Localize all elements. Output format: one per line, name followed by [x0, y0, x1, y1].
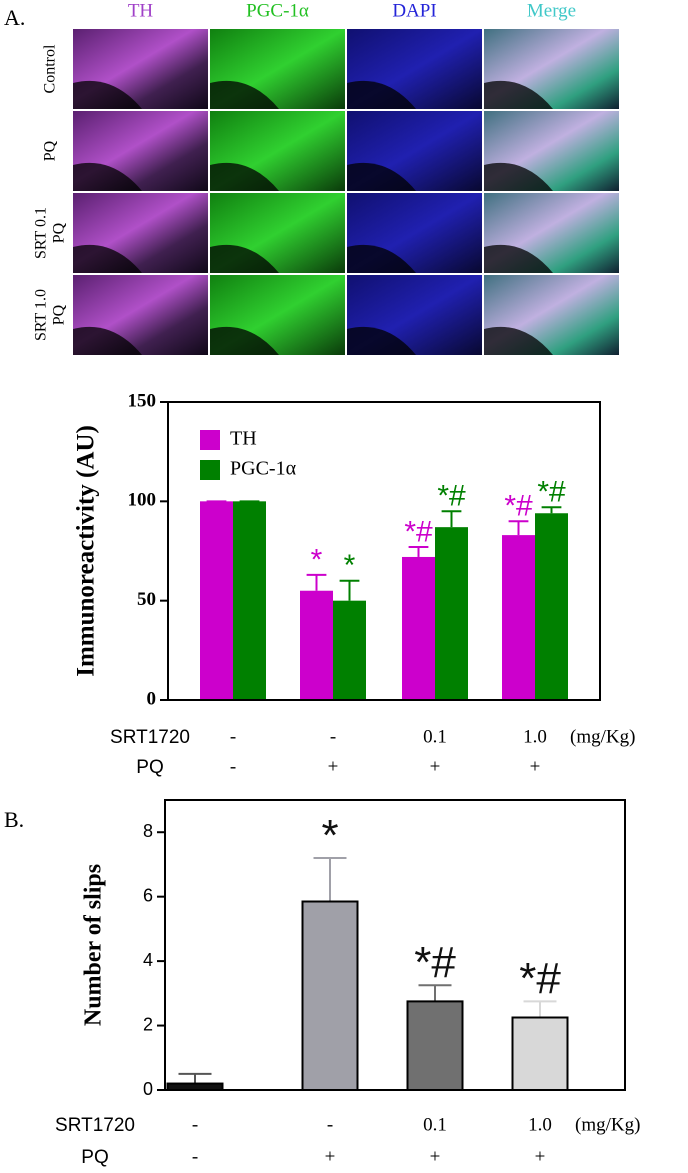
y-tick-label: 8 — [143, 821, 153, 841]
row-label: SRT 0.1 — [33, 207, 50, 259]
panel-label: B. — [4, 807, 24, 832]
y-tick-label: 50 — [137, 589, 156, 610]
table-unit: (mg/Kg) — [570, 726, 635, 747]
y-axis-label: Number of slips — [81, 864, 107, 1026]
plot-frame — [164, 799, 626, 1091]
tissue-dark — [484, 244, 553, 273]
bar — [333, 600, 366, 700]
table-row-label: PQ — [136, 757, 163, 778]
legend-label: PGC-1α — [230, 458, 297, 480]
significance-label: *# — [414, 938, 456, 987]
table-cell: 1.0 — [528, 1114, 552, 1135]
table-cell: + — [430, 756, 441, 777]
y-tick-label: 100 — [128, 490, 157, 511]
bar — [511, 1016, 569, 1091]
table-cell: - — [192, 1146, 198, 1167]
bar — [233, 501, 266, 700]
tissue-dark — [347, 80, 416, 109]
bar — [300, 590, 333, 700]
significance-label: * — [344, 549, 356, 582]
panel-label: A. — [4, 5, 25, 30]
y-tick-label: 0 — [143, 1079, 153, 1099]
legend-swatch — [200, 430, 220, 450]
tissue-dark — [347, 244, 416, 273]
y-tick-label: 2 — [143, 1014, 153, 1034]
column-label: PGC-1α — [246, 0, 309, 21]
tissue-dark — [210, 80, 279, 109]
table-cell: - — [330, 726, 336, 747]
table-cell: - — [327, 1114, 333, 1135]
table-cell: 0.1 — [423, 726, 447, 747]
significance-label: *# — [519, 954, 561, 1003]
table-cell: + — [535, 1146, 546, 1167]
tissue-dark — [484, 326, 553, 355]
table-cell: + — [530, 756, 541, 777]
legend-swatch — [200, 460, 220, 480]
bar — [402, 556, 435, 700]
bar — [502, 535, 535, 700]
table-row-label: PQ — [81, 1147, 108, 1168]
bar — [406, 1000, 464, 1092]
significance-label: * — [311, 543, 323, 576]
column-label: DAPI — [392, 0, 436, 21]
significance-label: *# — [537, 476, 566, 509]
bar — [435, 527, 468, 700]
tissue-dark — [347, 326, 416, 355]
table-row-label: SRT1720 — [55, 1115, 135, 1136]
row-label: PQ — [51, 304, 68, 325]
table-row-label: SRT1720 — [110, 727, 190, 748]
tissue-dark — [73, 80, 142, 109]
row-label: Control — [42, 44, 59, 93]
table-cell: + — [328, 756, 339, 777]
significance-label: *# — [404, 515, 433, 548]
y-tick-label: 6 — [143, 885, 153, 905]
table-cell: + — [325, 1146, 336, 1167]
table-cell: - — [192, 1114, 198, 1135]
tissue-dark — [347, 162, 416, 191]
significance-label: *# — [437, 480, 466, 513]
y-tick-label: 150 — [128, 390, 157, 411]
column-label: Merge — [527, 0, 576, 21]
y-tick-label: 0 — [147, 688, 157, 709]
table-cell: - — [230, 726, 236, 747]
significance-label: * — [321, 811, 338, 860]
table-cell: + — [430, 1146, 441, 1167]
table-unit: (mg/Kg) — [575, 1114, 640, 1135]
legend-label: TH — [230, 428, 257, 450]
table-cell: 1.0 — [523, 726, 547, 747]
tissue-dark — [73, 244, 142, 273]
column-label: TH — [128, 0, 154, 21]
tissue-dark — [210, 244, 279, 273]
tissue-dark — [484, 80, 553, 109]
bar — [200, 501, 233, 700]
tissue-dark — [73, 326, 142, 355]
plot-frame — [167, 401, 601, 701]
significance-label: *# — [504, 490, 533, 523]
row-label: PQ — [51, 222, 68, 243]
bar — [301, 900, 359, 1091]
tissue-dark — [484, 162, 553, 191]
y-axis-label: Immunoreactivity (AU) — [73, 425, 100, 677]
table-cell: - — [230, 756, 236, 777]
tissue-dark — [210, 326, 279, 355]
row-label: SRT 1.0 — [33, 289, 50, 341]
y-tick-label: 4 — [143, 950, 153, 970]
row-label: PQ — [42, 140, 59, 161]
tissue-dark — [73, 162, 142, 191]
bar — [535, 513, 568, 700]
tissue-dark — [210, 162, 279, 191]
table-cell: 0.1 — [423, 1114, 447, 1135]
